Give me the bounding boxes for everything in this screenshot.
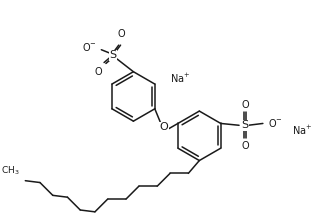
Text: S: S <box>110 50 117 60</box>
Text: O: O <box>241 100 249 110</box>
Text: O: O <box>241 141 249 151</box>
Text: CH$_3$: CH$_3$ <box>1 165 20 177</box>
Text: Na$^{+}$: Na$^{+}$ <box>292 124 312 137</box>
Text: S: S <box>241 120 248 130</box>
Text: O: O <box>160 122 168 132</box>
Text: O: O <box>95 67 102 77</box>
Text: Na$^{+}$: Na$^{+}$ <box>170 71 190 85</box>
Text: O$^{-}$: O$^{-}$ <box>268 117 283 129</box>
Text: O$^{-}$: O$^{-}$ <box>82 41 97 53</box>
Text: O: O <box>118 29 125 39</box>
